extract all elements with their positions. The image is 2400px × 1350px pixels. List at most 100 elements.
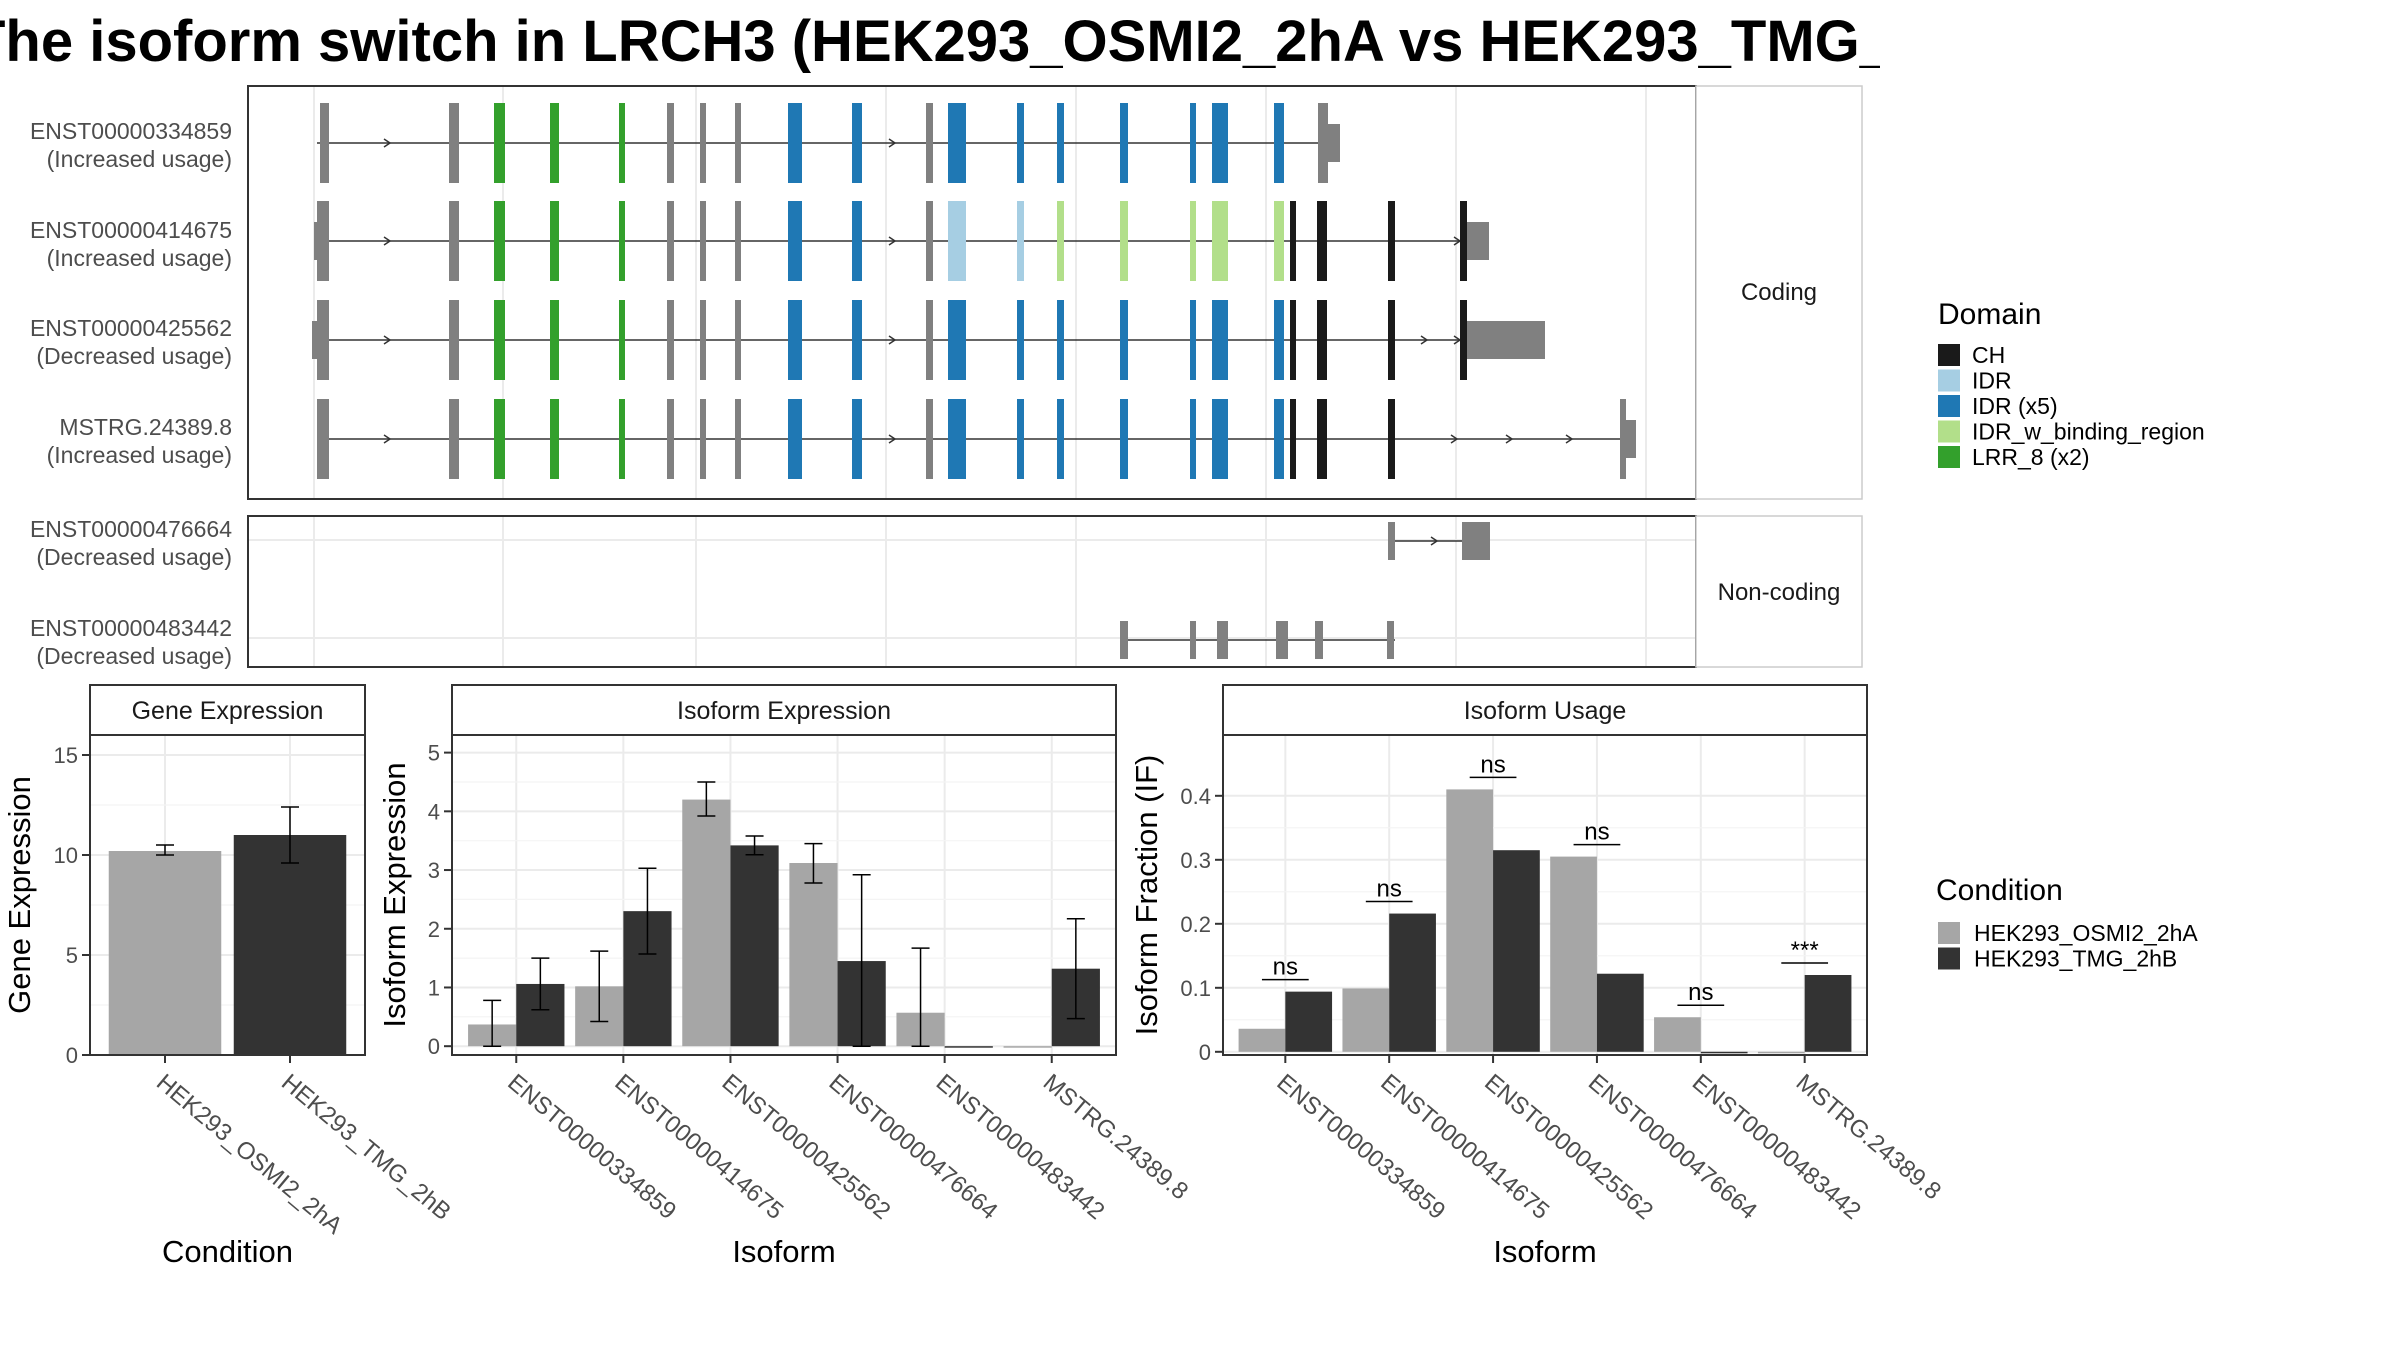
plot-frame: [1222, 734, 1868, 1056]
noncoding-strip-label: Non-coding: [1718, 579, 1841, 606]
exon-block: [1274, 201, 1284, 281]
exon-block: [700, 399, 706, 479]
panel-title: Isoform Expression: [677, 697, 891, 725]
exon-block: [667, 399, 674, 479]
strand-arrow: [383, 138, 392, 148]
coding-strip: [1695, 85, 1863, 500]
bar: [789, 863, 838, 1047]
exon-block: [852, 300, 862, 380]
exon-block: [926, 300, 933, 380]
strand-arrow: [888, 236, 897, 246]
figure-title-text: The isoform switch in LRCH3 (HEK293_OSMI…: [0, 9, 1880, 74]
exon-block: [667, 300, 674, 380]
strand-arrow: [888, 335, 897, 345]
bar: [1700, 1051, 1748, 1054]
exon-block: [1460, 201, 1467, 281]
exon-block: [1212, 103, 1228, 183]
domain-legend-title: Domain: [1938, 298, 2041, 331]
exon-block: [449, 399, 459, 479]
legend-label: IDR_w_binding_region: [1972, 419, 2205, 445]
y-tick-label: 0.3: [1180, 848, 1211, 873]
exon-block: [948, 399, 966, 479]
exon-block: [1274, 103, 1284, 183]
x-axis-title: Isoform: [1493, 1234, 1596, 1269]
legend-label: HEK293_TMG_2hB: [1974, 946, 2177, 972]
exon-block: [1190, 399, 1196, 479]
exon-block: [1120, 399, 1128, 479]
transcript-label-id: MSTRG.24389.8: [59, 414, 232, 440]
significance-label: ns: [1480, 751, 1505, 778]
utr-block: [1328, 124, 1340, 162]
exon-block: [1317, 300, 1327, 380]
exon-block: [550, 399, 559, 479]
legend-key: [1938, 395, 1960, 417]
plot-frame: [89, 734, 366, 1056]
bar: [1003, 1046, 1052, 1048]
exon-block: [1317, 399, 1327, 479]
x-tick-label: ENST00000414675: [1375, 1069, 1554, 1225]
exon-block: [1388, 201, 1395, 281]
exon-block: [667, 103, 674, 183]
panel-strip: [1222, 684, 1868, 736]
exon-block: [317, 399, 329, 479]
exon-block: [948, 201, 966, 281]
plot-frame: [451, 734, 1117, 1056]
exon-block: [788, 300, 802, 380]
exon-block: [320, 103, 329, 183]
significance-label: ns: [1584, 819, 1609, 846]
legend-label: CH: [1972, 342, 2005, 368]
exon-block: [494, 103, 505, 183]
legend-label: IDR: [1972, 368, 2012, 394]
exon-block: [1120, 300, 1128, 380]
isoform-expression-chart: Isoform Expression012345ENST00000334859E…: [377, 684, 1193, 1269]
y-tick-label: 0: [1199, 1040, 1211, 1065]
transcript-label-usage: (Increased usage): [47, 442, 232, 468]
transcript-label-usage: (Increased usage): [47, 146, 232, 172]
x-axis-title: Condition: [162, 1234, 293, 1269]
y-tick-label: 0.4: [1180, 784, 1211, 809]
legend-key: [1938, 947, 1960, 970]
y-tick-label: 0.1: [1180, 976, 1211, 1001]
exon-block: [700, 201, 706, 281]
y-tick-label: 0.2: [1180, 912, 1211, 937]
exon-block: [1017, 103, 1024, 183]
utr-block: [312, 321, 320, 359]
bar: [1238, 1028, 1286, 1052]
exon-block: [788, 201, 802, 281]
utr-block: [1467, 222, 1489, 260]
exon-block: [1217, 621, 1228, 659]
exon-block: [1190, 201, 1196, 281]
exon-block: [852, 399, 862, 479]
bar: [1493, 850, 1540, 1052]
x-tick-label: ENST00000476664: [1583, 1069, 1762, 1225]
strand-arrow: [383, 335, 392, 345]
bar: [944, 1046, 993, 1048]
exon-block: [1057, 201, 1064, 281]
exon-block: [788, 399, 802, 479]
strand-arrow: [888, 434, 897, 444]
exon-block: [550, 300, 559, 380]
bar: [1446, 789, 1494, 1052]
exon-block: [1276, 621, 1288, 659]
exon-block: [852, 103, 862, 183]
strand-arrow: [888, 138, 897, 148]
transcript-label-usage: (Decreased usage): [36, 544, 232, 570]
exon-block: [1388, 399, 1395, 479]
exon-block: [1017, 201, 1024, 281]
exon-block: [449, 300, 459, 380]
exon-block: [1120, 201, 1128, 281]
exon-block: [1057, 300, 1064, 380]
y-tick-label: 0: [428, 1034, 440, 1059]
exon-block: [1120, 621, 1128, 659]
strand-arrow: [383, 434, 392, 444]
exon-block: [619, 201, 625, 281]
transcript-label-usage: (Decreased usage): [36, 343, 232, 369]
exon-block: [852, 201, 862, 281]
exon-block: [926, 201, 933, 281]
exon-block: [926, 399, 933, 479]
significance-label: ns: [1688, 979, 1713, 1006]
strand-arrow: [1420, 335, 1429, 345]
bar: [108, 851, 222, 1055]
